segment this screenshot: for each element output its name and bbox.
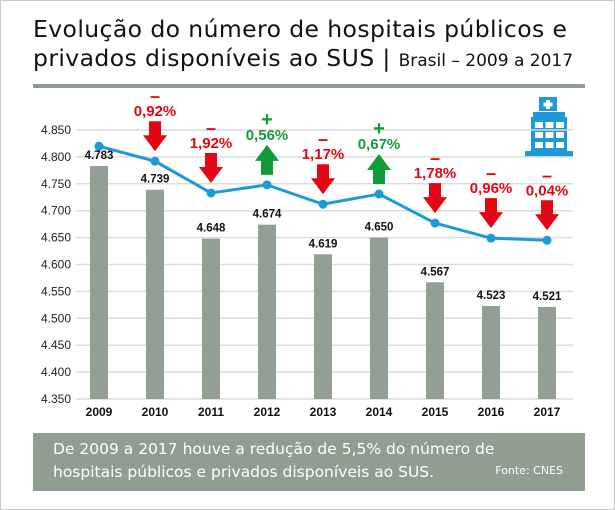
hospital-window xyxy=(535,142,543,148)
hospital-window xyxy=(556,122,564,128)
x-tick-label: 2013 xyxy=(310,405,337,419)
bar xyxy=(426,282,444,399)
summary-note: De 2009 a 2017 houve a redução de 5,5% d… xyxy=(33,433,585,491)
title-line-2: privados disponíveis ao SUS | Brasil – 2… xyxy=(33,44,593,76)
y-tick-label: 4.450 xyxy=(41,338,71,352)
arrow-down-icon xyxy=(311,164,335,195)
trend-point xyxy=(94,141,104,151)
title-line-2-text: privados disponíveis ao SUS xyxy=(33,44,375,72)
x-tick-label: 2015 xyxy=(422,405,449,419)
change-percent-label: 0,56% xyxy=(246,127,289,144)
x-tick-label: 2014 xyxy=(366,405,393,419)
x-tick-label: 2016 xyxy=(478,405,505,419)
minus-sign: – xyxy=(542,165,552,185)
x-tick-label: 2009 xyxy=(86,405,113,419)
hospital-window xyxy=(556,132,564,138)
bar xyxy=(202,238,220,399)
y-tick-label: 4.650 xyxy=(41,231,71,245)
bar-value-label: 4.567 xyxy=(421,266,450,278)
minus-sign: – xyxy=(430,148,440,168)
x-tick-label: 2011 xyxy=(198,405,224,419)
bar xyxy=(482,305,500,399)
change-percent-label: 0,96% xyxy=(470,180,513,197)
chart-title: Evolução do número de hospitais públicos… xyxy=(33,15,593,76)
bar-value-label: 4.739 xyxy=(141,174,170,186)
y-tick-label: 4.850 xyxy=(41,123,71,137)
trend-point xyxy=(150,156,160,166)
trend-point xyxy=(542,235,552,245)
y-tick-label: 4.600 xyxy=(41,258,71,272)
x-tick-label: 2012 xyxy=(254,405,281,419)
source-label: Fonte: CNES xyxy=(495,464,563,477)
bar xyxy=(314,254,332,399)
bar xyxy=(370,237,388,399)
bar xyxy=(258,224,276,399)
trend-point xyxy=(430,218,440,228)
trend-point xyxy=(486,233,496,243)
hospital-window xyxy=(535,122,543,128)
arrow-down-icon xyxy=(423,183,447,214)
chart: 4.350 4.400 4.450 4.500 4.550 4.600 4.650 4.700… xyxy=(41,86,573,419)
hospital-window xyxy=(545,122,554,128)
y-tick-label: 4.500 xyxy=(41,311,71,325)
change-percent-label: 0,92% xyxy=(134,103,177,120)
y-tick-label: 4.700 xyxy=(41,204,71,218)
y-tick-label: 4.400 xyxy=(41,365,71,379)
change-percent-label: 0,67% xyxy=(358,136,401,153)
title-separator: | xyxy=(382,44,391,72)
arrow-down-icon xyxy=(199,152,223,183)
minus-sign: – xyxy=(486,163,496,183)
bar-value-label: 4.521 xyxy=(533,291,562,303)
y-tick-label: 4.350 xyxy=(41,392,71,406)
bar-value-label: 4.674 xyxy=(253,209,282,221)
summary-text: De 2009 a 2017 houve a redução de 5,5% d… xyxy=(53,440,495,481)
bar xyxy=(538,307,556,399)
change-percent-label: 1,92% xyxy=(190,135,233,152)
arrow-down-icon xyxy=(143,121,167,152)
change-percent-label: 1,78% xyxy=(414,165,457,182)
arrow-down-icon xyxy=(535,200,559,231)
bar-value-label: 4.783 xyxy=(85,150,114,162)
y-tick-label: 4.750 xyxy=(41,177,71,191)
bar xyxy=(90,166,108,399)
trend-point xyxy=(374,189,384,199)
change-percent-label: 0,04% xyxy=(526,182,569,199)
trend-point xyxy=(262,180,272,190)
y-tick-label: 4.800 xyxy=(41,150,71,164)
x-tick-label: 2010 xyxy=(142,405,169,419)
change-percent-label: 1,17% xyxy=(302,146,345,163)
chart-subtitle: Brasil – 2009 a 2017 xyxy=(398,51,574,71)
hospital-window xyxy=(545,132,554,138)
trend-point xyxy=(206,188,216,198)
arrow-up-icon xyxy=(367,154,391,185)
plus-sign: + xyxy=(373,118,385,140)
bar-value-label: 4.619 xyxy=(309,238,338,250)
hospital-window xyxy=(535,132,543,138)
minus-sign: – xyxy=(318,129,328,149)
bar-value-label: 4.650 xyxy=(365,222,394,234)
trend-point xyxy=(318,199,328,209)
hospital-window xyxy=(545,142,554,148)
arrow-up-icon xyxy=(255,144,279,175)
bar xyxy=(146,189,164,399)
title-line-1: Evolução do número de hospitais públicos… xyxy=(33,15,568,43)
title-divider xyxy=(33,84,585,88)
minus-sign: – xyxy=(206,118,216,138)
minus-sign: – xyxy=(150,86,160,106)
hospital-window xyxy=(556,142,564,148)
bar-value-label: 4.523 xyxy=(477,290,506,302)
y-tick-label: 4.550 xyxy=(41,284,71,298)
arrow-down-icon xyxy=(479,198,503,229)
bar-value-label: 4.648 xyxy=(197,223,226,235)
plus-sign: + xyxy=(261,109,273,131)
x-tick-label: 2017 xyxy=(534,405,561,419)
hospital-windows xyxy=(535,122,564,148)
